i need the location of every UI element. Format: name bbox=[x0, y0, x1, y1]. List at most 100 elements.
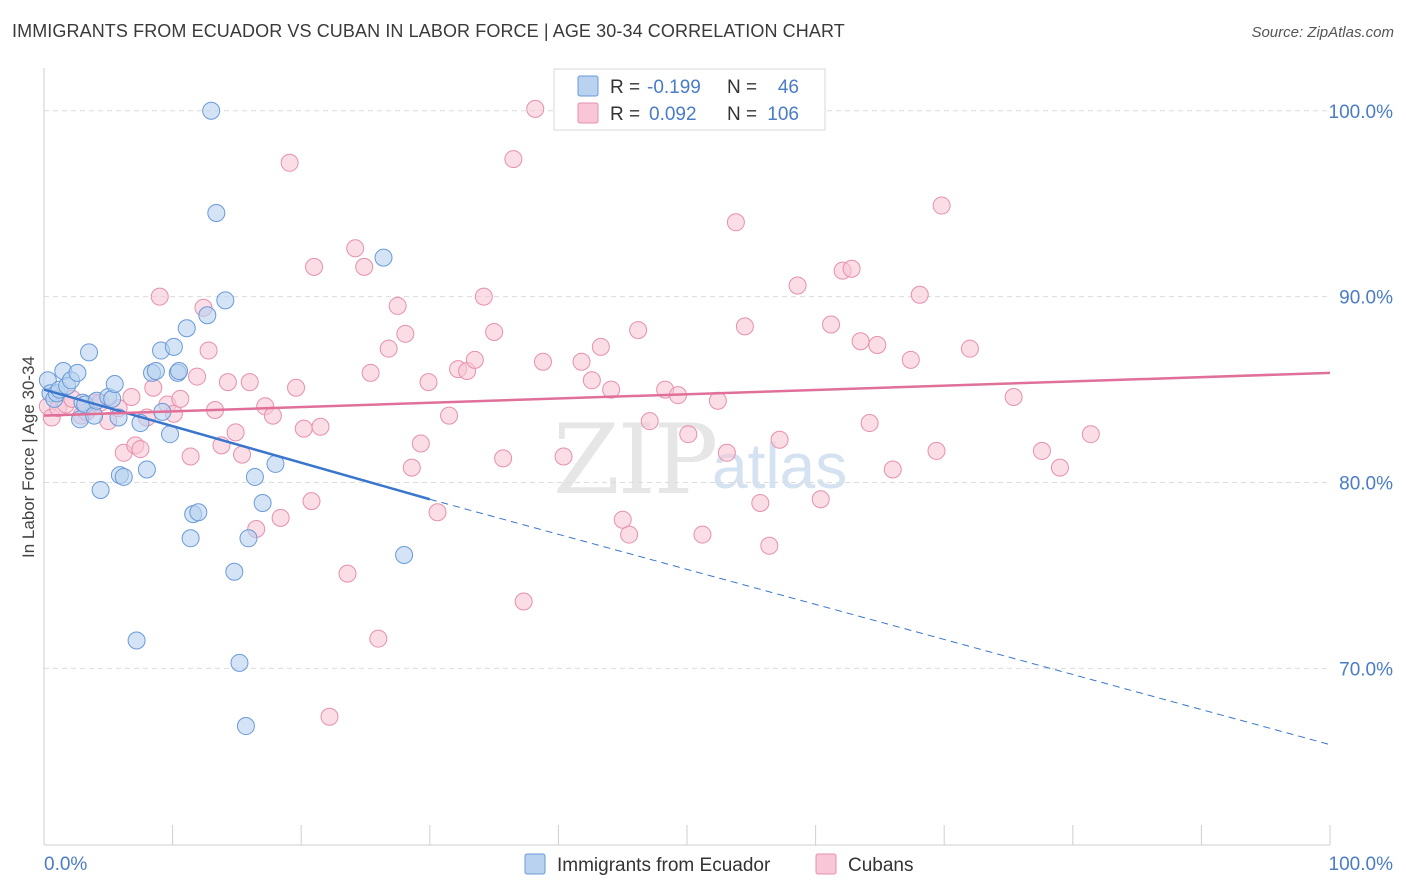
cuban-point bbox=[302, 492, 321, 511]
cuban-points bbox=[38, 99, 1100, 726]
ecuador-point bbox=[103, 389, 122, 408]
legend-ecuador-r-value: -0.199 bbox=[647, 77, 701, 98]
cuban-point bbox=[735, 317, 754, 336]
ecuador-point bbox=[236, 717, 255, 736]
ecuador-point bbox=[68, 363, 87, 382]
cuban-point bbox=[591, 337, 610, 356]
cuban-point bbox=[338, 564, 357, 583]
ecuador-point bbox=[177, 319, 196, 338]
series-legend: Immigrants from Ecuador Cubans bbox=[524, 853, 914, 876]
bottom-legend-swatch-cuban bbox=[815, 853, 837, 875]
cuban-point bbox=[927, 441, 946, 460]
ecuador-point bbox=[85, 406, 104, 425]
cuban-point bbox=[369, 629, 388, 648]
cuban-point bbox=[240, 373, 259, 392]
legend-ecuador-n-label: N = bbox=[727, 77, 757, 98]
ecuador-point bbox=[395, 546, 414, 565]
cuban-point bbox=[851, 332, 870, 351]
ecuador-point bbox=[137, 460, 156, 479]
ecuador-point bbox=[198, 306, 217, 325]
y-tick-label-80: 80.0% bbox=[1339, 474, 1393, 495]
cuban-point bbox=[396, 324, 415, 343]
ecuador-point bbox=[181, 529, 200, 548]
ecuador-trend-line-extended bbox=[429, 498, 1331, 746]
cuban-point bbox=[311, 417, 330, 436]
ecuador-point bbox=[189, 503, 208, 522]
y-tick-label-100: 100.0% bbox=[1329, 102, 1394, 123]
cuban-point bbox=[760, 536, 779, 555]
ecuador-trend-line bbox=[43, 388, 431, 501]
ecuador-point bbox=[91, 480, 110, 499]
ecuador-point bbox=[230, 653, 249, 672]
cuban-point bbox=[901, 350, 920, 369]
chart-title: IMMIGRANTS FROM ECUADOR VS CUBAN IN LABO… bbox=[12, 21, 845, 41]
legend-cuban-r-label: R = bbox=[610, 104, 640, 125]
cuban-point bbox=[910, 285, 929, 304]
cuban-point bbox=[131, 440, 150, 459]
cuban-point bbox=[602, 380, 621, 399]
legend-cuban-n-value: 106 bbox=[767, 104, 799, 125]
trend-layer bbox=[43, 371, 1331, 746]
cuban-point bbox=[320, 707, 339, 726]
cuban-point bbox=[679, 425, 698, 444]
cuban-trend-line bbox=[43, 371, 1331, 417]
cuban-point bbox=[811, 490, 830, 509]
ecuador-point bbox=[105, 375, 124, 394]
ecuador-point bbox=[245, 467, 264, 486]
cuban-point bbox=[582, 371, 601, 390]
legend-ecuador-n-value: 46 bbox=[778, 77, 799, 98]
cuban-point bbox=[411, 434, 430, 453]
x-tick-label-min: 0.0% bbox=[44, 854, 87, 875]
x-tick-marks bbox=[172, 825, 1331, 845]
bottom-legend-ecuador: Immigrants from Ecuador bbox=[557, 855, 771, 876]
cuban-point bbox=[533, 352, 552, 371]
ecuador-points bbox=[38, 101, 414, 736]
cuban-point bbox=[150, 287, 169, 306]
chart-source: Source: ZipAtlas.com bbox=[1251, 24, 1394, 41]
cuban-point bbox=[181, 447, 200, 466]
cuban-point bbox=[770, 430, 789, 449]
ecuador-point bbox=[207, 203, 226, 222]
cuban-point bbox=[346, 239, 365, 258]
legend-swatch-cuban bbox=[577, 102, 599, 124]
cuban-point bbox=[144, 378, 163, 397]
cuban-point bbox=[842, 259, 861, 278]
ecuador-point bbox=[253, 493, 272, 512]
ecuador-point bbox=[114, 467, 133, 486]
cuban-point bbox=[526, 99, 545, 118]
cuban-point bbox=[388, 296, 407, 315]
cuban-point bbox=[428, 503, 447, 522]
legend-box bbox=[553, 68, 826, 131]
cuban-point bbox=[788, 276, 807, 295]
cuban-point bbox=[494, 449, 513, 468]
cuban-point bbox=[620, 525, 639, 544]
cuban-point bbox=[440, 406, 459, 425]
cuban-point bbox=[465, 350, 484, 369]
cuban-point bbox=[883, 460, 902, 479]
cuban-point bbox=[361, 363, 380, 382]
cuban-point bbox=[1050, 458, 1069, 477]
cuban-point bbox=[860, 414, 879, 433]
cuban-point bbox=[514, 592, 533, 611]
cuban-point bbox=[1032, 441, 1051, 460]
cuban-point bbox=[554, 447, 573, 466]
cuban-point bbox=[613, 510, 632, 529]
cuban-point bbox=[305, 257, 324, 276]
cuban-point bbox=[226, 423, 245, 442]
cuban-point bbox=[188, 367, 207, 386]
cuban-point bbox=[402, 458, 421, 477]
cuban-point bbox=[629, 321, 648, 340]
cuban-point bbox=[218, 373, 237, 392]
cuban-point bbox=[171, 389, 190, 408]
legend-cuban-n-label: N = bbox=[727, 104, 757, 125]
cuban-point bbox=[572, 352, 591, 371]
cuban-point bbox=[726, 213, 745, 232]
cuban-point bbox=[751, 493, 770, 512]
ecuador-point bbox=[216, 291, 235, 310]
y-tick-label-70: 70.0% bbox=[1339, 659, 1393, 680]
cuban-point bbox=[263, 406, 282, 425]
cuban-point bbox=[122, 388, 141, 407]
cuban-point bbox=[379, 339, 398, 358]
cuban-point bbox=[932, 196, 951, 215]
